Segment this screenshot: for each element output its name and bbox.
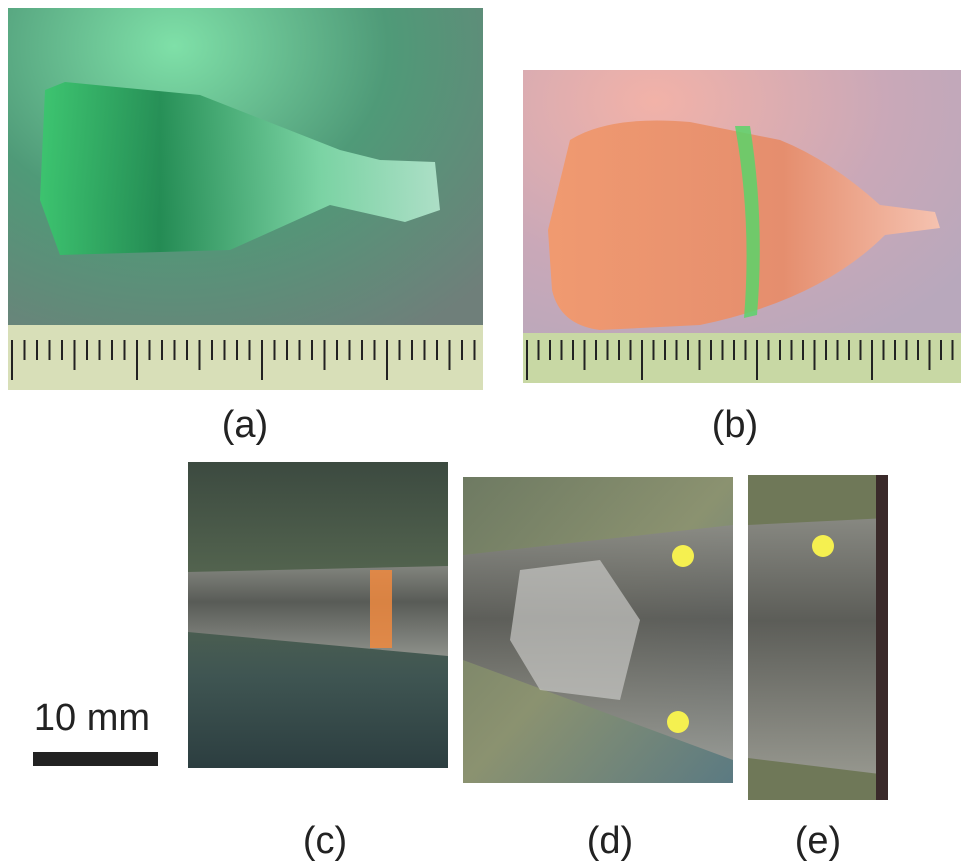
panel-label: (d): [587, 820, 633, 862]
photo-d: [463, 477, 733, 783]
panel-label: (e): [795, 820, 841, 862]
photo-b: [523, 70, 961, 383]
panel-label: (a): [222, 404, 268, 446]
scale-bar: [33, 752, 158, 766]
scale-bar-label: 10 mm: [34, 697, 150, 739]
photo-e: [748, 475, 888, 800]
figure: (a) (b) (c) (d) (e) 10 mm: [0, 0, 961, 866]
panel-label: (b): [712, 404, 758, 446]
panel-label: (c): [303, 820, 347, 862]
photo-c: [188, 462, 448, 768]
photo-a: [8, 8, 483, 390]
